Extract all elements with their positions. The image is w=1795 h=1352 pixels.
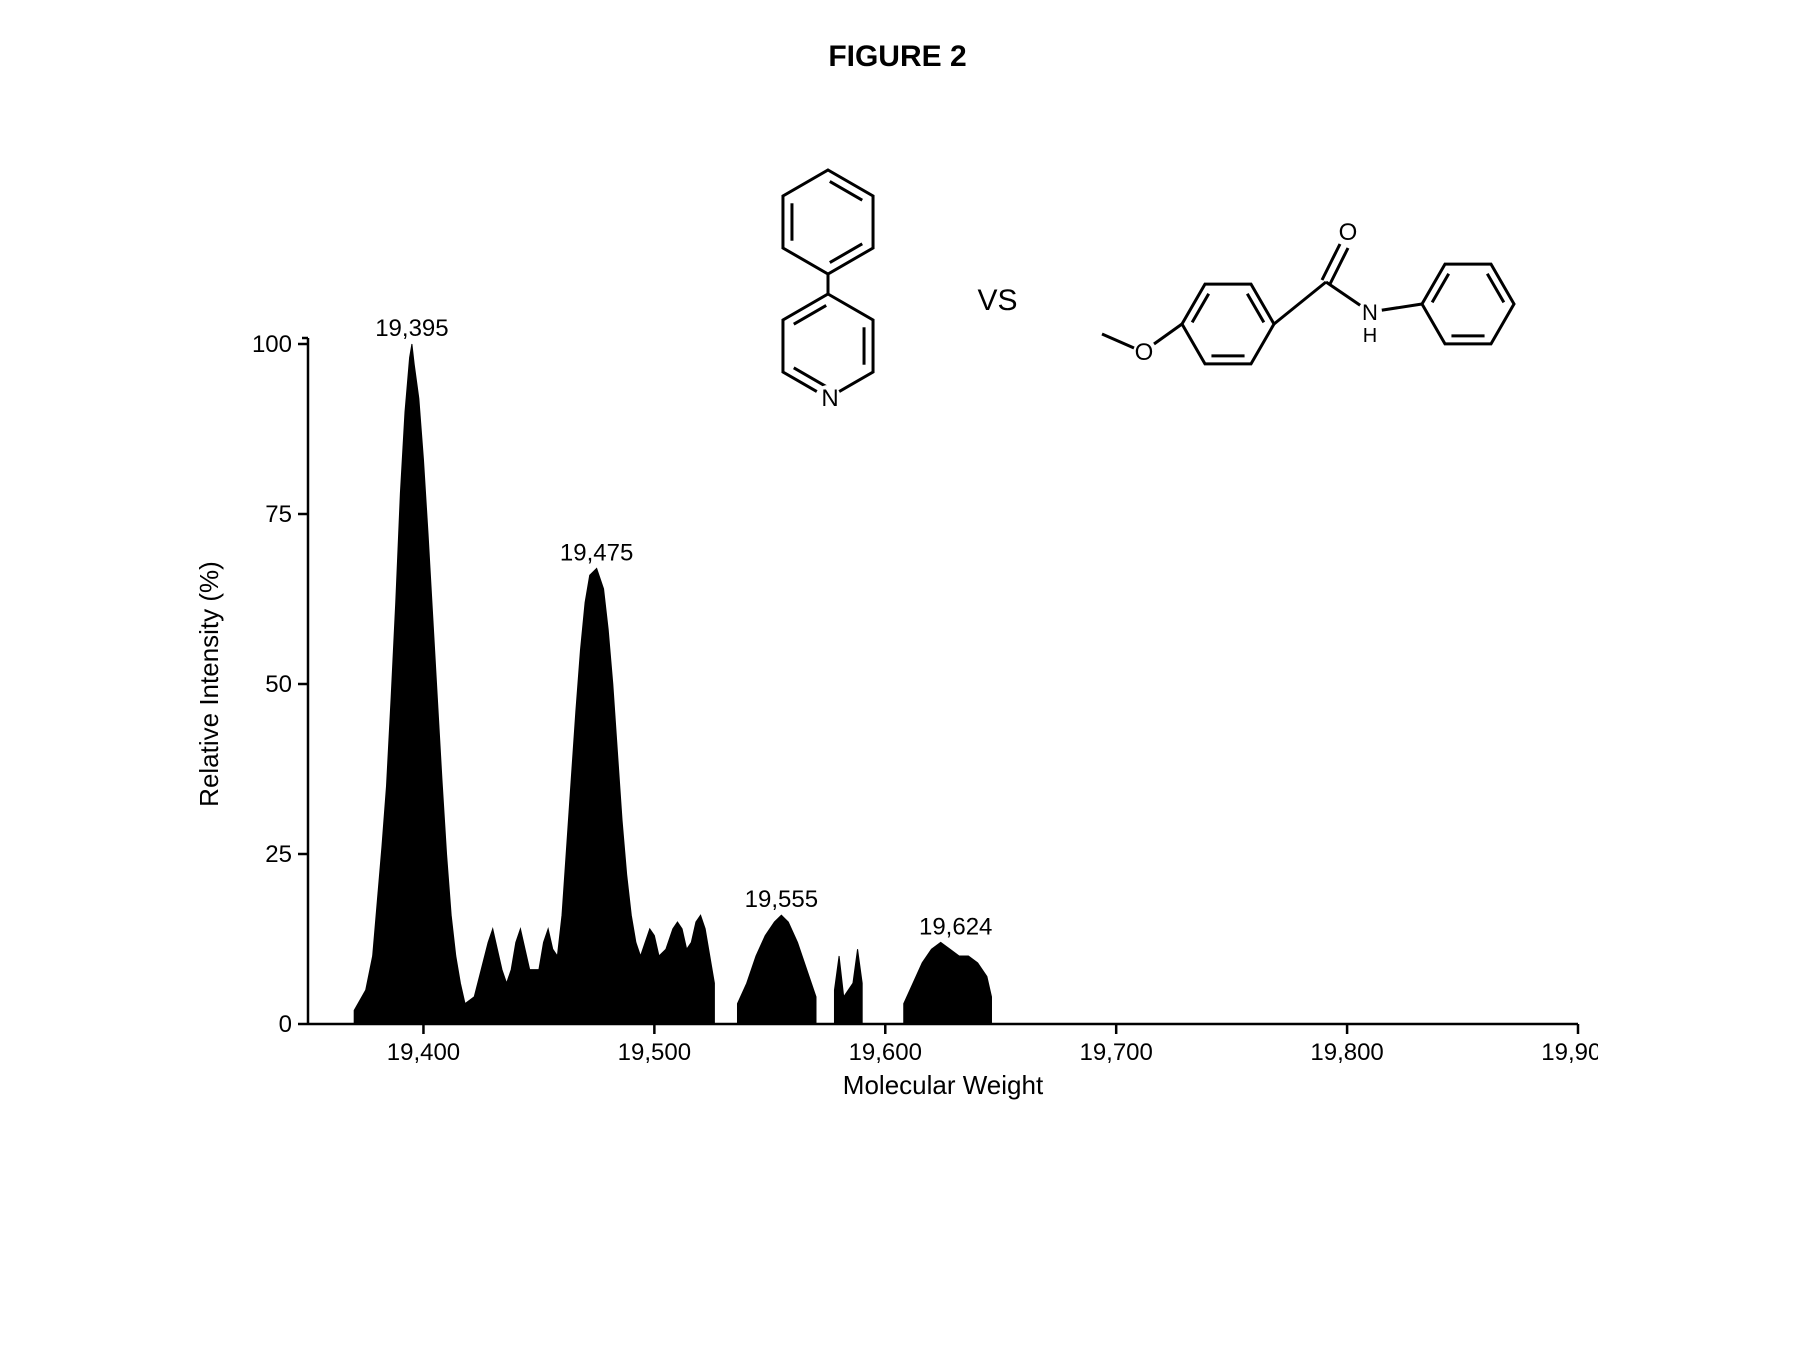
- x-tick-label: 19,900: [1541, 1039, 1598, 1066]
- y-tick-label: 75: [265, 501, 292, 528]
- atom-label-n: N: [1362, 300, 1378, 325]
- spectrum-peak: [737, 915, 816, 1024]
- figure-title: FIGURE 2: [40, 40, 1755, 74]
- spectrum-peak: [354, 344, 714, 1024]
- spectrum-peak: [834, 949, 862, 1024]
- molecule-methoxybenzamide: O NH O: [1102, 219, 1514, 366]
- molecule-phenylpyridine: N: [782, 170, 872, 412]
- vs-label: VS: [978, 284, 1018, 318]
- atom-label-h: H: [1362, 325, 1376, 347]
- y-tick-label: 0: [278, 1011, 291, 1038]
- figure-container: 0 25 50 75 100 19,400 19,500 19,600 19,700 19,800…: [198, 114, 1598, 1114]
- atom-label-o: O: [1134, 339, 1153, 366]
- y-axis-label: Relative Intensity (%): [198, 561, 224, 807]
- x-tick-label: 19,800: [1310, 1039, 1383, 1066]
- peak-label: 19,395: [375, 315, 448, 342]
- atom-label-n: N: [821, 385, 838, 412]
- x-tick-label: 19,400: [386, 1039, 459, 1066]
- y-tick-label: 25: [265, 841, 292, 868]
- spectrum: [354, 344, 991, 1024]
- y-tick-label: 50: [265, 671, 292, 698]
- x-tick-label: 19,700: [1079, 1039, 1152, 1066]
- peak-label: 19,475: [559, 539, 632, 566]
- y-tick-label: 100: [251, 331, 291, 358]
- x-axis-label: Molecular Weight: [842, 1070, 1043, 1100]
- x-tick-label: 19,600: [848, 1039, 921, 1066]
- x-tick-label: 19,500: [617, 1039, 690, 1066]
- atom-label-o: O: [1338, 219, 1357, 246]
- peak-label: 19,555: [744, 886, 817, 913]
- chart-svg: 0 25 50 75 100 19,400 19,500 19,600 19,700 19,800…: [198, 114, 1598, 1114]
- peak-label: 19,624: [918, 913, 991, 940]
- spectrum-peak: [903, 942, 991, 1024]
